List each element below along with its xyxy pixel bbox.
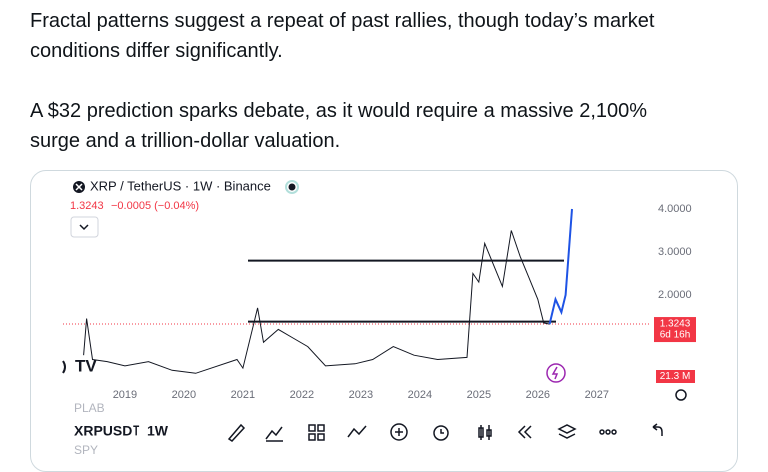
last-price-badge <box>654 317 696 343</box>
text-line: surge and a trillion-dollar valuation. <box>30 130 341 152</box>
page: {"post": {"paragraphs": [ ["Fractal patt… <box>30 6 738 472</box>
chevron <box>79 224 89 231</box>
countdown: 6d 16h <box>660 330 691 341</box>
y-tick-label: 3.0000 <box>658 246 692 258</box>
grid-icon[interactable] <box>308 424 316 432</box>
watchlist-item[interactable]: PLAB <box>74 401 105 415</box>
chart: XRP / TetherUS · 1W · Binance 1.3243 −0.… <box>62 178 696 457</box>
add-icon[interactable] <box>395 428 403 436</box>
last-price-label: 1.3243 <box>660 319 691 330</box>
more-icon[interactable] <box>605 429 611 435</box>
paragraph: A $32 prediction sparks debate, as it wo… <box>30 96 647 156</box>
last-price-header: 1.3243 <box>70 200 104 212</box>
event-icon[interactable] <box>546 363 566 383</box>
tv-logo <box>62 360 66 374</box>
market-status-dot <box>288 183 296 191</box>
x-tick-label: 2019 <box>113 389 137 401</box>
toolbar-icons <box>227 423 663 442</box>
x-tick-label: 2025 <box>467 389 491 401</box>
undo-icon[interactable] <box>652 423 663 436</box>
symbol-logo-x <box>75 183 83 191</box>
replay-icon[interactable] <box>478 425 492 440</box>
x-tick-label: 2021 <box>231 389 255 401</box>
watchlist-item[interactable]: SPY <box>74 443 98 457</box>
x-tick-label: 2023 <box>349 389 373 401</box>
price-line <box>83 230 550 374</box>
layers-icon[interactable] <box>557 424 577 439</box>
price-change: −0.0005 (−0.04%) <box>111 200 199 212</box>
y-tick-label: 2.0000 <box>658 289 692 301</box>
text-line: conditions differ significantly. <box>30 40 283 62</box>
text-line: Fractal patterns suggest a repeat of pas… <box>30 10 655 32</box>
y-tick-label: 4.0000 <box>658 203 692 215</box>
grid-icon[interactable] <box>317 424 325 432</box>
plot: 4.0000 3.0000 2.0000 2019 2020 2021 2022 2023 20… <box>63 203 696 401</box>
paragraph: Fractal patterns suggest a repeat of pas… <box>30 6 654 66</box>
alert-icon[interactable] <box>440 429 444 434</box>
more-icon[interactable] <box>599 429 605 435</box>
rewind-icon[interactable] <box>517 425 532 439</box>
alert-icon[interactable] <box>433 425 449 441</box>
volume-badge <box>656 370 695 383</box>
compare-icon[interactable] <box>347 425 367 438</box>
grid-icon[interactable] <box>308 433 316 441</box>
market-status <box>285 180 299 194</box>
x-tick-label: 2022 <box>290 389 314 401</box>
draw-icon[interactable] <box>227 423 246 442</box>
text-line: A $32 prediction sparks debate, as it wo… <box>30 100 648 122</box>
grid-icon[interactable] <box>317 433 325 441</box>
toolbar-symbol[interactable]: XRPUSD⊺ <box>74 423 140 439</box>
x-tick-label: 2027 <box>585 389 609 401</box>
chart-header: XRP / TetherUS · 1W · Binance <box>90 178 271 193</box>
chart-card[interactable]: XRP / TetherUS · 1W · Binance 1.3243 −0.… <box>30 170 738 472</box>
x-tick-label: 2020 <box>172 389 196 401</box>
projection-line <box>548 208 573 325</box>
event-icon-bolt <box>551 366 559 380</box>
collapse-button[interactable] <box>70 216 99 238</box>
toolbar-interval[interactable]: 1W <box>147 423 169 439</box>
tv-logo: TV <box>75 356 97 375</box>
x-tick-label: 2026 <box>526 389 550 401</box>
more-icon[interactable] <box>611 429 617 435</box>
indicator-icon[interactable] <box>265 426 283 442</box>
add-icon[interactable] <box>390 423 408 441</box>
settings-icon[interactable] <box>675 389 687 401</box>
volume-label: 21.3 M <box>660 371 691 382</box>
x-tick-label: 2024 <box>408 389 432 401</box>
